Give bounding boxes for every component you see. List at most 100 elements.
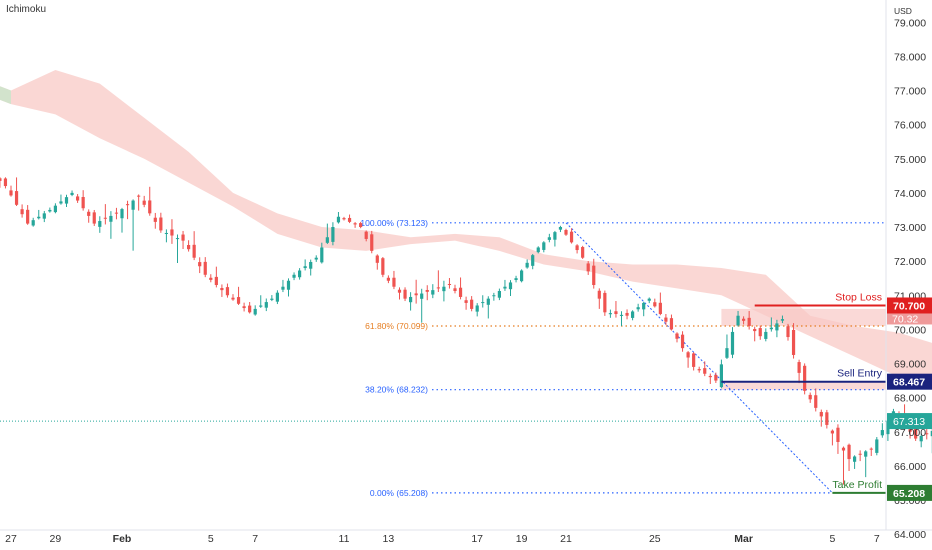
candle-body	[370, 234, 374, 251]
candle-body	[103, 217, 107, 219]
candle-body	[647, 298, 651, 301]
candle-body	[841, 447, 846, 451]
candle-body	[675, 333, 679, 339]
candle-body	[175, 238, 180, 240]
candle-body	[209, 277, 213, 280]
candle-body	[742, 318, 746, 321]
fib-level-label-2: 38.20% (68.232)	[365, 385, 428, 395]
candle-body	[397, 289, 402, 293]
candle-body	[198, 262, 202, 267]
candle-body	[631, 311, 635, 318]
candle-body	[231, 297, 235, 300]
candle-body	[508, 282, 513, 290]
candle-body	[314, 257, 318, 260]
last-price-label: 67.313	[893, 416, 925, 428]
candle-body	[853, 456, 857, 462]
candle-body	[753, 328, 757, 332]
candle-body	[81, 197, 85, 209]
candle-body	[453, 288, 457, 291]
candle-body	[769, 327, 773, 330]
candle-body	[242, 306, 246, 309]
candle-body	[375, 255, 379, 263]
x-tick-label: 11	[339, 533, 350, 545]
candle-body	[386, 277, 390, 281]
y-tick-label: 73.000	[894, 222, 926, 234]
candle-body	[525, 262, 529, 268]
candle-body	[309, 261, 313, 269]
level-price-tag-2	[887, 484, 932, 501]
candle-body	[747, 317, 751, 326]
candle-body	[353, 223, 357, 225]
candle-body	[137, 195, 141, 197]
candle-body	[153, 217, 157, 222]
candle-body	[236, 297, 241, 304]
candle-body	[497, 290, 501, 298]
indicator-label: Ichimoku	[6, 4, 47, 15]
candle-body	[930, 430, 932, 437]
candle-body	[464, 300, 468, 303]
candle-body	[542, 242, 546, 250]
candle-body	[131, 200, 135, 210]
candle-body	[864, 451, 868, 457]
candle-body	[264, 302, 268, 308]
candle-body	[775, 323, 779, 331]
x-tick-label: 21	[560, 533, 572, 545]
candle-body	[730, 331, 735, 355]
candle-body	[425, 289, 429, 292]
last-price-tag	[887, 413, 932, 430]
candle-body	[875, 439, 879, 453]
candle-body	[653, 302, 657, 307]
y-tick-label: 67.000	[894, 427, 926, 439]
y-tick-label: 75.000	[894, 154, 926, 166]
candle-body	[603, 292, 607, 313]
ichimoku-cloud-bullish-0	[0, 86, 11, 105]
candle-body	[608, 313, 612, 315]
x-tick-label: 5	[208, 533, 214, 545]
x-tick-label: 19	[516, 533, 528, 545]
candle-body	[0, 178, 2, 181]
candle-body	[431, 290, 435, 295]
candle-body	[98, 221, 102, 227]
hidden-price-label: 70.32	[892, 313, 918, 325]
y-tick-label: 68.000	[894, 393, 926, 405]
candle-body	[120, 209, 124, 219]
candle-body	[298, 270, 302, 278]
candle-body	[697, 369, 701, 371]
candle-body	[847, 444, 851, 460]
candle-body	[636, 307, 640, 310]
candle-body	[797, 362, 801, 373]
candle-body	[70, 192, 74, 195]
candle-body	[714, 374, 718, 381]
candle-body	[48, 209, 52, 212]
candle-body	[825, 412, 829, 425]
x-tick-label: Feb	[113, 533, 132, 545]
level-name-2: Take Profit	[832, 479, 882, 491]
candle-body	[442, 286, 446, 292]
candle-body	[858, 453, 862, 455]
candle-body	[564, 230, 568, 235]
candle-body	[592, 265, 596, 286]
x-tick-label: 27	[5, 533, 17, 545]
candle-body	[292, 274, 296, 278]
candle-body	[403, 289, 407, 299]
candle-body	[42, 213, 46, 219]
candle-body	[703, 368, 707, 374]
candle-body	[359, 223, 363, 227]
candle-body	[109, 215, 113, 222]
candle-body	[9, 190, 13, 196]
candle-body	[331, 227, 335, 242]
candle-body	[409, 296, 413, 303]
candle-body	[159, 217, 163, 231]
candle-body	[286, 280, 291, 290]
candle-body	[758, 328, 762, 337]
candle-body	[836, 427, 840, 442]
candle-body	[569, 231, 574, 243]
candle-body	[3, 178, 8, 187]
candle-body	[597, 290, 601, 299]
x-tick-label: Mar	[734, 533, 753, 545]
y-tick-label: 76.000	[894, 120, 926, 132]
candle-body	[64, 197, 69, 204]
candle-body	[303, 266, 307, 269]
candle-body	[558, 227, 563, 230]
